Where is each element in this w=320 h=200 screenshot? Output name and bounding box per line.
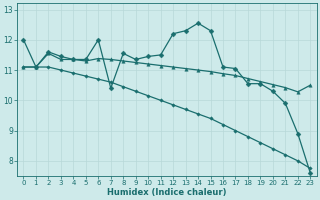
X-axis label: Humidex (Indice chaleur): Humidex (Indice chaleur): [107, 188, 227, 197]
